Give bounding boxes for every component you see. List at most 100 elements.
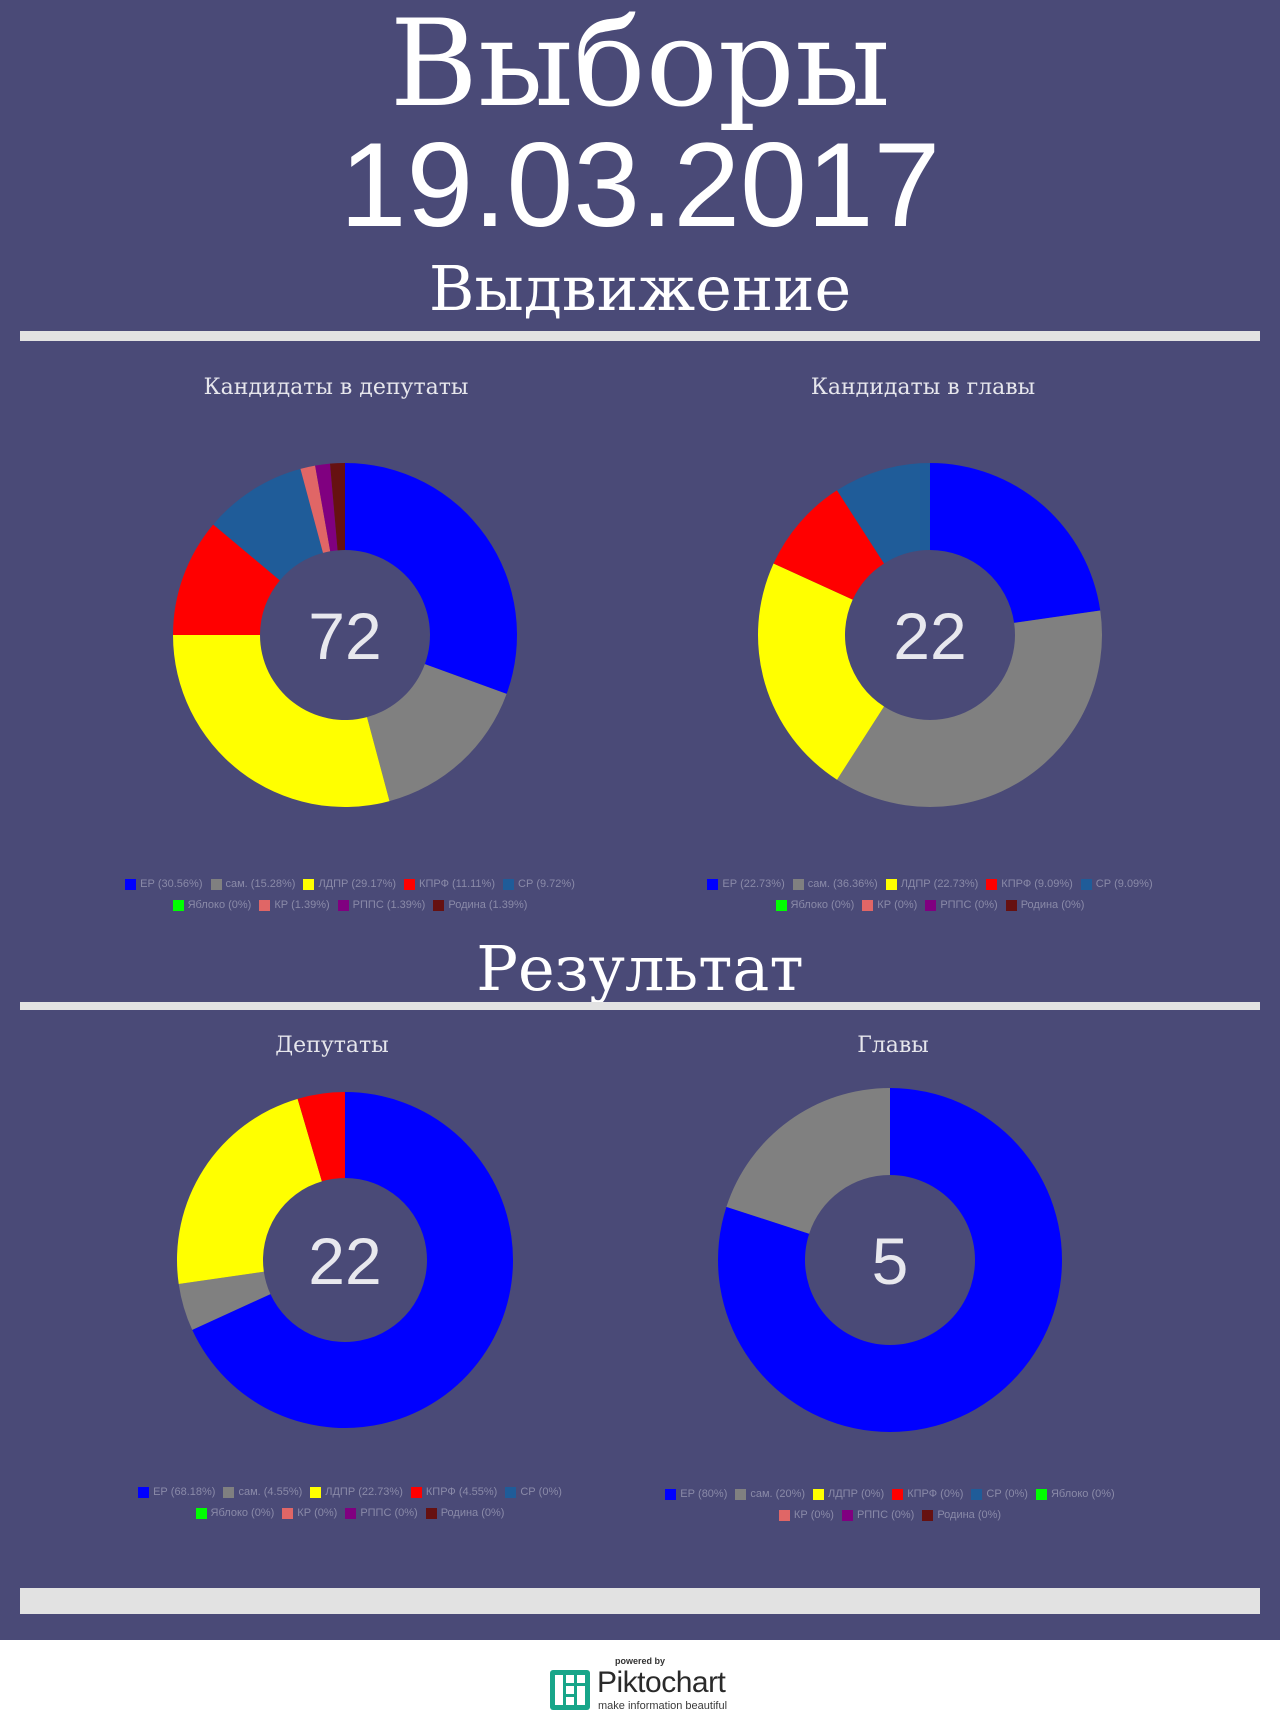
legend-label: КР (1.39%) bbox=[274, 899, 330, 911]
legend-swatch bbox=[892, 1488, 904, 1500]
legend-item-ЛДПР: ЛДПР (22.73%) bbox=[885, 878, 978, 890]
legend-row: КР (0%) РППС (0%) Родина (0%) bbox=[590, 1509, 1190, 1521]
legend-label: ЕР (22.73%) bbox=[722, 878, 785, 890]
legend-swatch bbox=[259, 899, 271, 911]
legend-swatch bbox=[707, 878, 719, 890]
legend-item-ЕР: ЕР (68.18%) bbox=[138, 1486, 215, 1498]
legend-swatch bbox=[885, 878, 897, 890]
legend-swatch bbox=[735, 1488, 747, 1500]
legend-label: Яблоко (0%) bbox=[187, 899, 252, 911]
donut-slice-ЕР bbox=[718, 1088, 1062, 1432]
legend-swatch bbox=[778, 1509, 790, 1521]
legend-item-Родина: Родина (0%) bbox=[1005, 899, 1085, 911]
legend-swatch bbox=[310, 1486, 322, 1498]
legend-item-сам.: сам. (20%) bbox=[735, 1488, 805, 1500]
legend-swatch bbox=[503, 878, 514, 890]
bottom-bar bbox=[20, 1588, 1260, 1614]
legend-swatch bbox=[337, 899, 349, 911]
legend-item-ЕР: ЕР (30.56%) bbox=[125, 878, 203, 890]
main-title: Выборы bbox=[389, 0, 891, 134]
legend-label: Родина (0%) bbox=[937, 1509, 1002, 1521]
legend-label: сам. (20%) bbox=[750, 1488, 806, 1500]
legend-swatch bbox=[862, 899, 874, 911]
donut-slice-Родина bbox=[329, 463, 345, 551]
donut-slice-ЕР bbox=[192, 1092, 513, 1428]
donut-slice-ЛДПР bbox=[758, 563, 885, 780]
legend-swatch bbox=[223, 1486, 235, 1498]
legend-item-Яблоко: Яблоко (0%) bbox=[775, 899, 855, 911]
legend-label: СР (9.72%) bbox=[518, 878, 575, 890]
legend-swatch bbox=[792, 878, 804, 890]
legend-label: КР (0%) bbox=[793, 1509, 834, 1521]
donut-slice-КР bbox=[300, 465, 331, 553]
legend-swatch bbox=[925, 899, 937, 911]
legend-row: Яблоко (0%) КР (0%) РППС (0%) Родина (0%) bbox=[60, 1507, 640, 1519]
legend-label: Яблоко (0%) bbox=[210, 1507, 275, 1519]
donut-slice-КПРФ bbox=[773, 490, 885, 600]
legend-item-ЕР: ЕР (22.73%) bbox=[707, 878, 785, 890]
donut-slice-КПРФ bbox=[173, 524, 280, 635]
legend-label: Яблоко (0%) bbox=[790, 899, 855, 911]
legend-swatch bbox=[345, 1507, 357, 1519]
section-divider-nomination bbox=[20, 331, 1260, 341]
legend-swatch bbox=[775, 899, 787, 911]
legend-swatch bbox=[210, 878, 222, 890]
legend-item-СР: СР (0%) bbox=[505, 1486, 562, 1498]
piktochart-logo-icon[interactable] bbox=[550, 1670, 590, 1710]
legend-item-КПРФ: КПРФ (4.55%) bbox=[410, 1486, 497, 1498]
legend-label: ЕР (30.56%) bbox=[140, 878, 203, 890]
section-divider-result bbox=[20, 1002, 1260, 1010]
legend-item-сам.: сам. (15.28%) bbox=[210, 878, 295, 890]
legend-label: КПРФ (9.09%) bbox=[1001, 878, 1073, 890]
legend-label: ЛДПР (22.73%) bbox=[325, 1486, 403, 1498]
donut-center-total: 22 bbox=[308, 1224, 381, 1298]
legend-item-РППС: РППС (0%) bbox=[345, 1507, 418, 1519]
legend-row: ЕР (68.18%) сам. (4.55%) ЛДПР (22.73%) КПРФ… bbox=[60, 1486, 640, 1498]
chart-title-heads: Главы bbox=[857, 1033, 929, 1058]
legend-label: Родина (1.39%) bbox=[448, 899, 528, 911]
legend-label: Яблоко (0%) bbox=[1050, 1488, 1115, 1500]
legend-label: КР (0%) bbox=[297, 1507, 338, 1519]
legend-swatch bbox=[303, 878, 315, 890]
legend-item-сам.: сам. (36.36%) bbox=[792, 878, 878, 890]
legend-label: Родина (0%) bbox=[1020, 899, 1085, 911]
legend-swatch bbox=[665, 1488, 677, 1500]
legend-swatch bbox=[1035, 1488, 1047, 1500]
legend-item-ЛДПР: ЛДПР (22.73%) bbox=[310, 1486, 403, 1498]
piktochart-brand[interactable]: Piktochart bbox=[597, 1666, 726, 1699]
donut-slice-ЛДПР bbox=[177, 1098, 322, 1284]
legend-swatch bbox=[410, 1486, 422, 1498]
main-date: 19.03.2017 bbox=[339, 118, 941, 252]
donut-chart-candidates-heads: 22 bbox=[758, 463, 1102, 807]
legend-swatch bbox=[425, 1507, 437, 1519]
legend-label: РППС (0%) bbox=[856, 1509, 915, 1521]
legend-label: РППС (0%) bbox=[940, 899, 998, 911]
legend-label: сам. (4.55%) bbox=[238, 1486, 303, 1498]
legend-swatch bbox=[172, 899, 184, 911]
legend-item-ЛДПР: ЛДПР (0%) bbox=[813, 1488, 884, 1500]
legend-swatch bbox=[404, 878, 416, 890]
legend-item-Родина: Родина (0%) bbox=[922, 1509, 1001, 1521]
chart-title-candidates-deputies: Кандидаты в депутаты bbox=[203, 375, 469, 400]
legend-item-Яблоко: Яблоко (0%) bbox=[1035, 1488, 1115, 1500]
legend-label: РППС (0%) bbox=[360, 1507, 418, 1519]
piktochart-tagline: make information beautiful bbox=[598, 1700, 728, 1712]
donut-slice-СР bbox=[213, 468, 323, 581]
legend-item-Родина: Родина (1.39%) bbox=[433, 899, 527, 911]
legend-row: Яблоко (0%) КР (0%) РППС (0%) Родина (0%) bbox=[640, 899, 1220, 911]
legend-swatch bbox=[195, 1507, 207, 1519]
legend-row: ЕР (22.73%) сам. (36.36%) ЛДПР (22.73%) КПР… bbox=[640, 878, 1220, 890]
donut-slice-сам. bbox=[837, 610, 1102, 807]
legend-swatch bbox=[971, 1488, 983, 1500]
legend-row: Яблоко (0%) КР (1.39%) РППС (1.39%) Родина … bbox=[60, 899, 640, 911]
legend-label: СР (0%) bbox=[986, 1488, 1028, 1500]
legend-label: ЛДПР (29.17%) bbox=[318, 878, 397, 890]
legend-swatch bbox=[813, 1488, 825, 1500]
legend-item-КР: КР (0%) bbox=[862, 899, 917, 911]
legend-swatch bbox=[922, 1509, 934, 1521]
legend-item-РППС: РППС (0%) bbox=[841, 1509, 915, 1521]
legend-row: ЕР (30.56%) сам. (15.28%) ЛДПР (29.17%) КПР… bbox=[60, 878, 640, 890]
legend-swatch bbox=[841, 1509, 853, 1521]
legend-item-РППС: РППС (0%) bbox=[925, 899, 998, 911]
donut-slice-РППС bbox=[315, 463, 338, 552]
